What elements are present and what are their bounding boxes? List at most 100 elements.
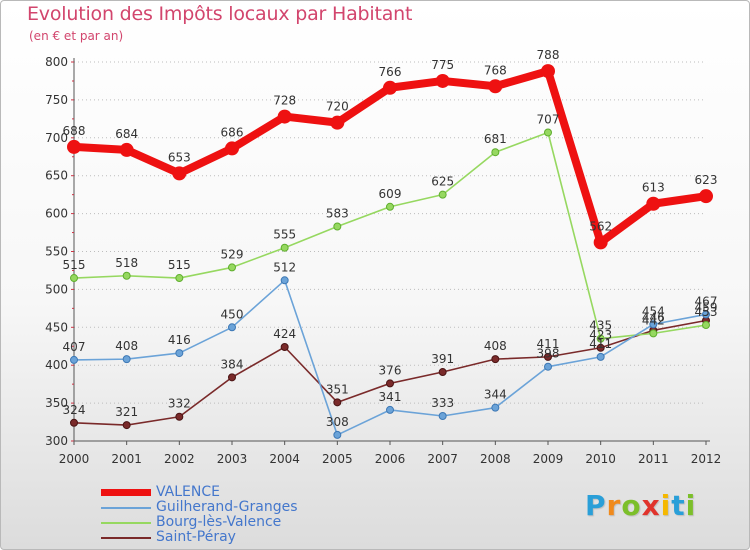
data-label: 775 xyxy=(431,58,454,72)
data-label: 459 xyxy=(695,300,718,314)
x-tick-label: 2009 xyxy=(533,452,564,466)
logo-letter: t xyxy=(671,489,686,522)
data-point xyxy=(70,274,78,283)
data-point xyxy=(228,323,236,332)
data-label: 423 xyxy=(589,328,612,342)
data-label: 341 xyxy=(379,390,402,404)
x-tick-label: 2008 xyxy=(480,452,511,466)
data-labels: 688 684 653 686 728 720 766 775 768 788 562 613 623 4… xyxy=(63,48,718,429)
chart-subtitle: (en € et par an) xyxy=(29,29,124,43)
data-label: 512 xyxy=(273,260,296,274)
data-point xyxy=(228,263,236,272)
data-label: 351 xyxy=(326,382,349,396)
data-label: 707 xyxy=(537,112,560,126)
data-point xyxy=(333,430,342,439)
data-point xyxy=(122,355,131,364)
data-point xyxy=(596,343,605,352)
data-point xyxy=(119,142,134,157)
data-point xyxy=(333,222,342,231)
data-label: 515 xyxy=(168,258,191,272)
data-point xyxy=(175,349,184,358)
data-point xyxy=(438,411,447,420)
data-label: 408 xyxy=(484,339,507,353)
x-tick-label: 2002 xyxy=(164,452,195,466)
series-lines xyxy=(67,64,713,439)
data-label: 529 xyxy=(221,247,244,261)
data-point xyxy=(70,418,78,427)
axes xyxy=(73,58,710,442)
x-tick-label: 2000 xyxy=(59,452,90,466)
data-label: 720 xyxy=(326,100,349,114)
x-tick-label: 2011 xyxy=(638,452,669,466)
data-point xyxy=(122,271,131,280)
data-label: 681 xyxy=(484,132,507,146)
data-label: 411 xyxy=(589,337,612,351)
data-label: 446 xyxy=(642,310,665,324)
data-label: 555 xyxy=(273,228,296,242)
data-label: 684 xyxy=(115,127,138,141)
data-point xyxy=(70,355,78,364)
legend-label: Guilherand-Granges xyxy=(156,499,298,515)
legend-label: VALENCE xyxy=(156,484,220,500)
data-label: 376 xyxy=(379,363,402,377)
data-point xyxy=(491,403,500,412)
legend-swatch xyxy=(101,489,151,496)
data-label: 411 xyxy=(537,337,560,351)
y-tick-label: 600 xyxy=(45,207,68,221)
data-label: 625 xyxy=(431,175,454,189)
data-label: 391 xyxy=(431,352,454,366)
y-tick-label: 350 xyxy=(45,396,68,410)
grid-lines xyxy=(74,61,706,404)
data-label: 766 xyxy=(379,65,402,79)
data-point xyxy=(488,79,503,94)
data-point xyxy=(280,343,289,352)
x-tick-label: 2010 xyxy=(585,452,616,466)
logo-letter: x xyxy=(641,489,661,522)
legend-swatch xyxy=(101,507,151,509)
data-point xyxy=(649,329,658,338)
data-label: 467 xyxy=(695,294,718,308)
x-tick-label: 2006 xyxy=(375,452,406,466)
y-tick-label: 400 xyxy=(45,358,68,372)
data-label: 333 xyxy=(431,396,454,410)
y-tick-label: 750 xyxy=(45,93,68,107)
data-point xyxy=(386,405,394,414)
chart-title: Evolution des Impôts locaux par Habitant xyxy=(27,3,413,25)
data-point xyxy=(596,334,605,343)
logo-letter: i xyxy=(685,489,697,522)
data-label: 408 xyxy=(115,339,138,353)
data-point xyxy=(438,190,447,199)
data-label: 435 xyxy=(589,319,612,333)
data-label: 515 xyxy=(63,258,86,272)
logo-letter: o xyxy=(621,489,642,522)
legend-swatch xyxy=(101,522,151,524)
data-point xyxy=(228,373,236,382)
y-tick-label: 700 xyxy=(45,131,68,145)
data-point xyxy=(491,355,500,364)
legend-label: Bourg-lès-Valence xyxy=(156,514,282,530)
data-point xyxy=(330,115,345,130)
data-label: 453 xyxy=(695,305,718,319)
data-label: 407 xyxy=(63,340,86,354)
data-point xyxy=(649,320,658,329)
x-tick-label: 2005 xyxy=(322,452,353,466)
data-point xyxy=(699,189,713,204)
data-label: 332 xyxy=(168,397,191,411)
data-point xyxy=(277,109,292,124)
data-point xyxy=(491,148,500,157)
data-label: 613 xyxy=(642,181,665,195)
data-label: 623 xyxy=(695,173,718,187)
y-tick-label: 800 xyxy=(45,55,68,69)
data-point xyxy=(544,362,552,371)
data-point xyxy=(225,141,239,156)
data-label: 398 xyxy=(537,347,560,361)
data-label: 321 xyxy=(115,405,138,419)
legend-swatch xyxy=(101,537,151,539)
x-tick-label: 2004 xyxy=(269,452,300,466)
y-tick-label: 500 xyxy=(45,282,68,296)
data-point xyxy=(383,80,397,95)
data-point xyxy=(175,274,184,283)
